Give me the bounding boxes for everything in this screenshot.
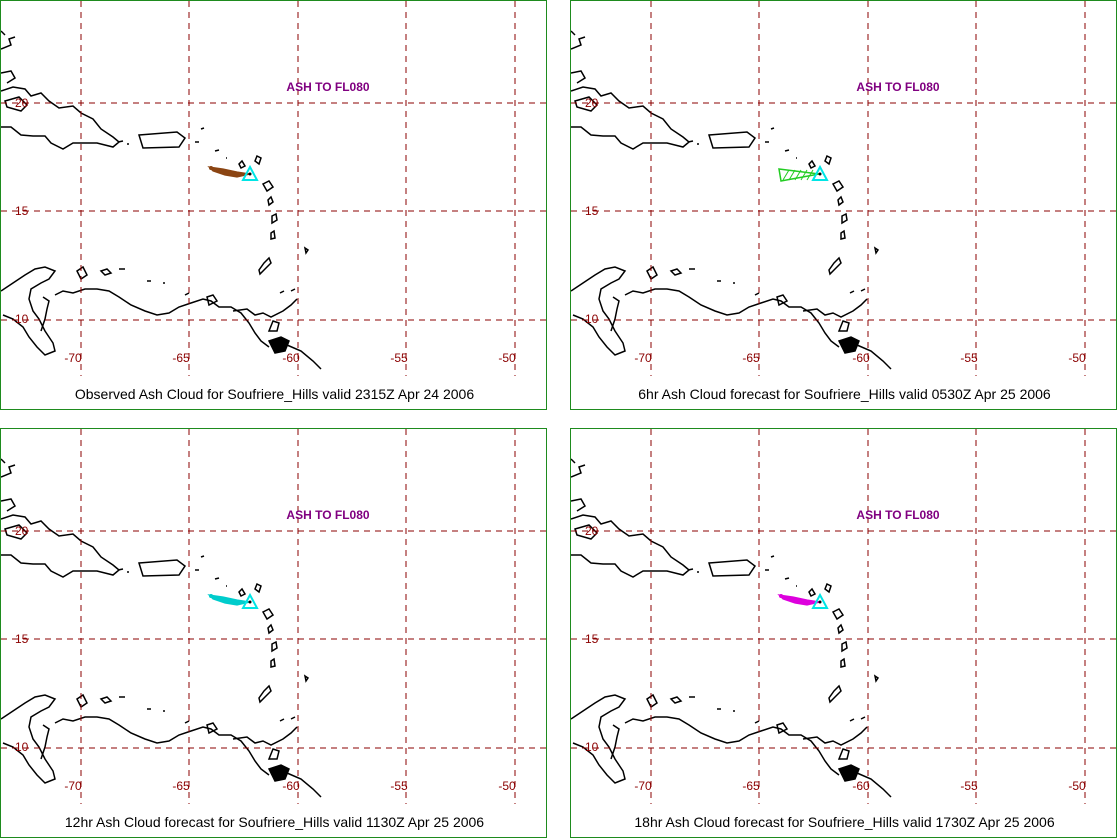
- ash-cloud: [207, 166, 251, 178]
- coastline: [1, 458, 322, 798]
- lat-label: 15: [585, 632, 599, 646]
- lon-label: -60: [282, 779, 300, 793]
- ash-map-panel-6hr: 20 15 10 -70 -65 -60 -55 -50 ASH TO FL080 6hr As…: [570, 0, 1117, 410]
- lon-label: -65: [172, 351, 190, 365]
- lon-label: -50: [498, 779, 516, 793]
- island-fill: [839, 765, 859, 781]
- ash-level-label: ASH TO FL080: [286, 508, 369, 522]
- lat-label: 10: [585, 312, 599, 326]
- lon-label: -55: [960, 351, 978, 365]
- ash-cloud: [207, 594, 251, 606]
- island-fill: [839, 337, 859, 353]
- lat-label: 20: [15, 524, 29, 538]
- lat-label: 20: [585, 524, 599, 538]
- volcano-marker-icon: [241, 164, 259, 181]
- lat-label: 15: [15, 204, 29, 218]
- ash-level-label: ASH TO FL080: [286, 80, 369, 94]
- coastline: [571, 30, 892, 370]
- lon-label: -70: [64, 779, 82, 793]
- panel-caption: 18hr Ash Cloud forecast for Soufriere_Hi…: [634, 814, 1055, 830]
- lat-label: 20: [585, 96, 599, 110]
- map-canvas: 20 15 10 -70 -65 -60 -55 -50 ASH TO FL080: [1, 1, 546, 376]
- ash-level-label: ASH TO FL080: [856, 80, 939, 94]
- coastline: [571, 458, 892, 798]
- lat-lon-grid: [571, 429, 1116, 804]
- ash-map-panel-observed: 20 15 10 -70 -65 -60 -55 -50 ASH TO FL080 Observ…: [0, 0, 547, 410]
- ash-map-panel-18hr: 20 15 10 -70 -65 -60 -55 -50 ASH TO FL080 18hr A…: [570, 428, 1117, 838]
- ash-cloud: [777, 594, 821, 606]
- lat-label: 10: [15, 740, 29, 754]
- island-fill: [269, 337, 289, 353]
- map-canvas: 20 15 10 -70 -65 -60 -55 -50 ASH TO FL080: [571, 1, 1116, 376]
- coastline: [1, 30, 322, 370]
- lat-lon-grid: [571, 1, 1116, 376]
- panel-caption: Observed Ash Cloud for Soufriere_Hills v…: [74, 386, 475, 402]
- lon-label: -65: [742, 779, 760, 793]
- lon-label: -50: [1068, 351, 1086, 365]
- ash-map-panel-12hr: 20 15 10 -70 -65 -60 -55 -50 ASH TO FL080 12hr A…: [0, 428, 547, 838]
- panel-caption: 12hr Ash Cloud forecast for Soufriere_Hi…: [64, 814, 485, 830]
- lat-label: 10: [15, 312, 29, 326]
- lat-lon-grid: [1, 429, 546, 804]
- map-canvas: 20 15 10 -70 -65 -60 -55 -50 ASH TO FL080: [571, 429, 1116, 804]
- lat-label: 20: [15, 96, 29, 110]
- volcano-marker-icon: [811, 164, 829, 181]
- lon-label: -60: [852, 779, 870, 793]
- lon-label: -55: [390, 351, 408, 365]
- lon-label: -50: [1068, 779, 1086, 793]
- lon-label: -60: [282, 351, 300, 365]
- lat-label: 15: [15, 632, 29, 646]
- ash-level-label: ASH TO FL080: [856, 508, 939, 522]
- lon-label: -60: [852, 351, 870, 365]
- volcano-marker-icon: [241, 592, 259, 609]
- lon-label: -50: [498, 351, 516, 365]
- map-canvas: 20 15 10 -70 -65 -60 -55 -50 ASH TO FL080: [1, 429, 546, 804]
- volcano-marker-icon: [811, 592, 829, 609]
- lon-label: -65: [742, 351, 760, 365]
- lat-lon-grid: [1, 1, 546, 376]
- lon-label: -55: [960, 779, 978, 793]
- lon-label: -70: [634, 351, 652, 365]
- lon-label: -65: [172, 779, 190, 793]
- island-fill: [269, 765, 289, 781]
- lon-label: -70: [634, 779, 652, 793]
- lat-label: 10: [585, 740, 599, 754]
- lon-label: -70: [64, 351, 82, 365]
- lon-label: -55: [390, 779, 408, 793]
- panel-caption: 6hr Ash Cloud forecast for Soufriere_Hil…: [638, 386, 1051, 402]
- lat-label: 15: [585, 204, 599, 218]
